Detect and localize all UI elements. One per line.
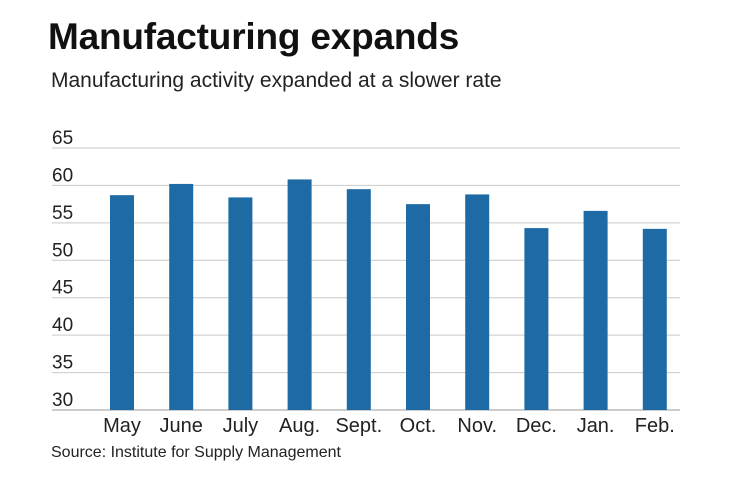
bar — [642, 228, 667, 410]
x-tick-label: Sept. — [335, 415, 382, 437]
x-axis-ticks: May June July Aug. Sept. Oct. Nov. Dec. Jan. Feb. — [103, 415, 675, 437]
bar — [287, 179, 312, 410]
x-tick-label: Jan. — [577, 415, 615, 437]
y-axis-ticks: 30 35 40 45 50 55 60 65 — [52, 128, 73, 411]
y-tick-label: 45 — [52, 278, 73, 299]
y-tick-label: 65 — [52, 128, 73, 149]
chart-subtitle: Manufacturing activity expanded at a slo… — [51, 69, 502, 92]
bar — [465, 194, 490, 410]
x-tick-label: Feb. — [635, 415, 675, 437]
y-tick-label: 35 — [52, 353, 73, 374]
y-tick-label: 60 — [52, 165, 73, 186]
x-tick-label: Oct. — [400, 415, 437, 437]
bar — [346, 189, 371, 410]
x-tick-label: June — [160, 415, 203, 437]
bar — [169, 183, 194, 410]
bar — [583, 210, 608, 410]
chart-title: Manufacturing expands — [48, 16, 460, 57]
x-tick-label: July — [223, 415, 259, 437]
source-note: Source: Institute for Supply Management — [51, 444, 341, 461]
y-tick-label: 40 — [52, 315, 73, 336]
bar — [228, 197, 253, 410]
x-tick-label: Dec. — [516, 415, 557, 437]
y-tick-label: 55 — [52, 203, 73, 224]
x-tick-label: May — [103, 415, 141, 437]
x-tick-label: Nov. — [457, 415, 497, 437]
bar — [406, 204, 430, 410]
x-tick-label: Aug. — [279, 415, 320, 437]
bar — [110, 195, 134, 410]
bar — [524, 228, 549, 410]
y-tick-label: 30 — [52, 390, 73, 411]
y-tick-label: 50 — [52, 240, 73, 261]
bars — [110, 179, 667, 410]
